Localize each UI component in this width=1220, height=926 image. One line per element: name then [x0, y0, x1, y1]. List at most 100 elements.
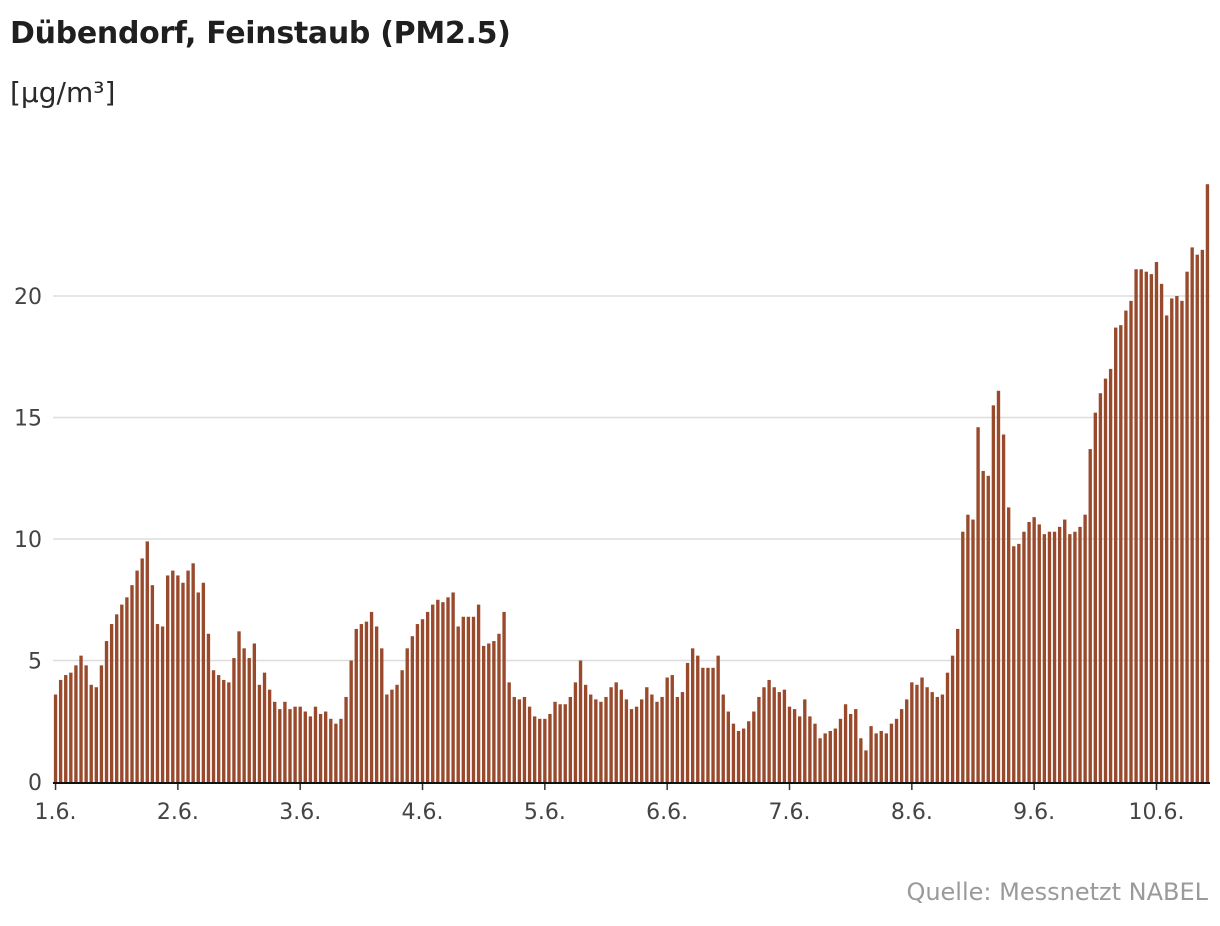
- bar: [538, 718, 542, 782]
- bar: [823, 733, 827, 782]
- bar: [578, 660, 583, 782]
- bar: [232, 658, 236, 782]
- bar: [665, 677, 669, 782]
- bar: [1144, 271, 1148, 782]
- bar: [262, 672, 267, 782]
- bar: [706, 667, 710, 782]
- bar: [487, 643, 491, 782]
- bar: [1078, 526, 1082, 782]
- bar: [1001, 434, 1006, 782]
- bar: [211, 670, 216, 782]
- bar: [303, 711, 307, 782]
- bar: [910, 682, 914, 782]
- bar: [634, 706, 639, 782]
- bar: [216, 675, 221, 782]
- bar: [655, 701, 659, 782]
- x-tick-label: 6.6.: [646, 800, 688, 825]
- bar: [155, 624, 160, 782]
- x-axis: 1.6. 2.6. 3.6. 4.6. 5.6. 6.6. 7.6. 8.6. 9.6. 10.6…: [35, 784, 1184, 825]
- bar: [74, 665, 78, 782]
- bar: [864, 750, 868, 782]
- bar: [191, 563, 195, 782]
- bar: [752, 711, 756, 782]
- bar: [267, 689, 272, 782]
- bar: [89, 684, 93, 782]
- bar: [466, 616, 471, 782]
- bar: [1063, 519, 1067, 782]
- bar: [940, 694, 945, 782]
- bar: [1149, 274, 1154, 782]
- bar: [1012, 546, 1016, 782]
- bar: [64, 675, 68, 782]
- bar: [517, 699, 522, 782]
- bar: [553, 701, 557, 782]
- x-tick-label: 9.6.: [1013, 800, 1055, 825]
- bar: [344, 696, 348, 782]
- bar-chart: 0 5 10 15 20 1.6. 2.6. 3.6. 4.6. 5.6. 6.6. 7.6. 8.6…: [14, 184, 1210, 825]
- bar: [573, 682, 578, 782]
- x-tick-label: 2.6.: [157, 800, 199, 825]
- bar: [385, 694, 389, 782]
- bar: [619, 689, 623, 782]
- bar: [803, 699, 807, 782]
- bar: [1159, 283, 1164, 782]
- bar: [252, 643, 257, 782]
- bar: [859, 738, 863, 782]
- bar: [966, 514, 970, 782]
- bar: [772, 687, 776, 782]
- bar: [1057, 526, 1062, 782]
- bar: [1119, 325, 1123, 782]
- bar: [848, 713, 853, 782]
- bar: [721, 694, 725, 782]
- bar: [1042, 534, 1047, 782]
- bar: [150, 585, 155, 782]
- bar: [257, 684, 262, 782]
- bar: [1032, 517, 1036, 782]
- bar: [650, 694, 654, 782]
- bar: [558, 704, 562, 782]
- bar: [482, 645, 486, 782]
- bar: [58, 679, 63, 782]
- bar: [680, 692, 685, 782]
- bar: [461, 616, 465, 782]
- bar: [145, 541, 149, 782]
- bar: [726, 711, 731, 782]
- bar: [889, 723, 894, 782]
- bar: [675, 696, 680, 782]
- bar: [782, 689, 787, 782]
- bar: [925, 687, 929, 782]
- bar: [660, 696, 664, 782]
- bar: [1027, 521, 1031, 782]
- bar: [843, 704, 848, 782]
- bar: [930, 692, 934, 782]
- bar: [899, 709, 904, 782]
- bar: [777, 692, 781, 782]
- bar: [380, 648, 384, 782]
- bar: [874, 733, 878, 782]
- y-tick-label: 15: [14, 407, 42, 432]
- bar: [99, 665, 104, 782]
- bar: [701, 667, 705, 782]
- bar: [640, 699, 644, 782]
- bar: [334, 723, 338, 782]
- bar: [1114, 327, 1118, 782]
- y-tick-label: 5: [28, 650, 42, 675]
- bar: [757, 696, 761, 782]
- bar: [324, 711, 328, 782]
- bar: [583, 684, 588, 782]
- chart-title: Dübendorf, Feinstaub (PM2.5): [10, 16, 511, 51]
- bar: [920, 677, 924, 782]
- bar: [84, 665, 88, 782]
- bar: [915, 684, 919, 782]
- bar: [976, 427, 980, 782]
- bar: [1129, 300, 1133, 782]
- bar: [879, 730, 883, 782]
- bar: [247, 658, 251, 782]
- bar: [471, 616, 476, 782]
- bar: [798, 716, 802, 782]
- bar: [762, 687, 766, 782]
- bar: [563, 704, 567, 782]
- bar: [1088, 449, 1092, 782]
- bar: [364, 621, 369, 782]
- x-tick-label: 5.6.: [524, 800, 566, 825]
